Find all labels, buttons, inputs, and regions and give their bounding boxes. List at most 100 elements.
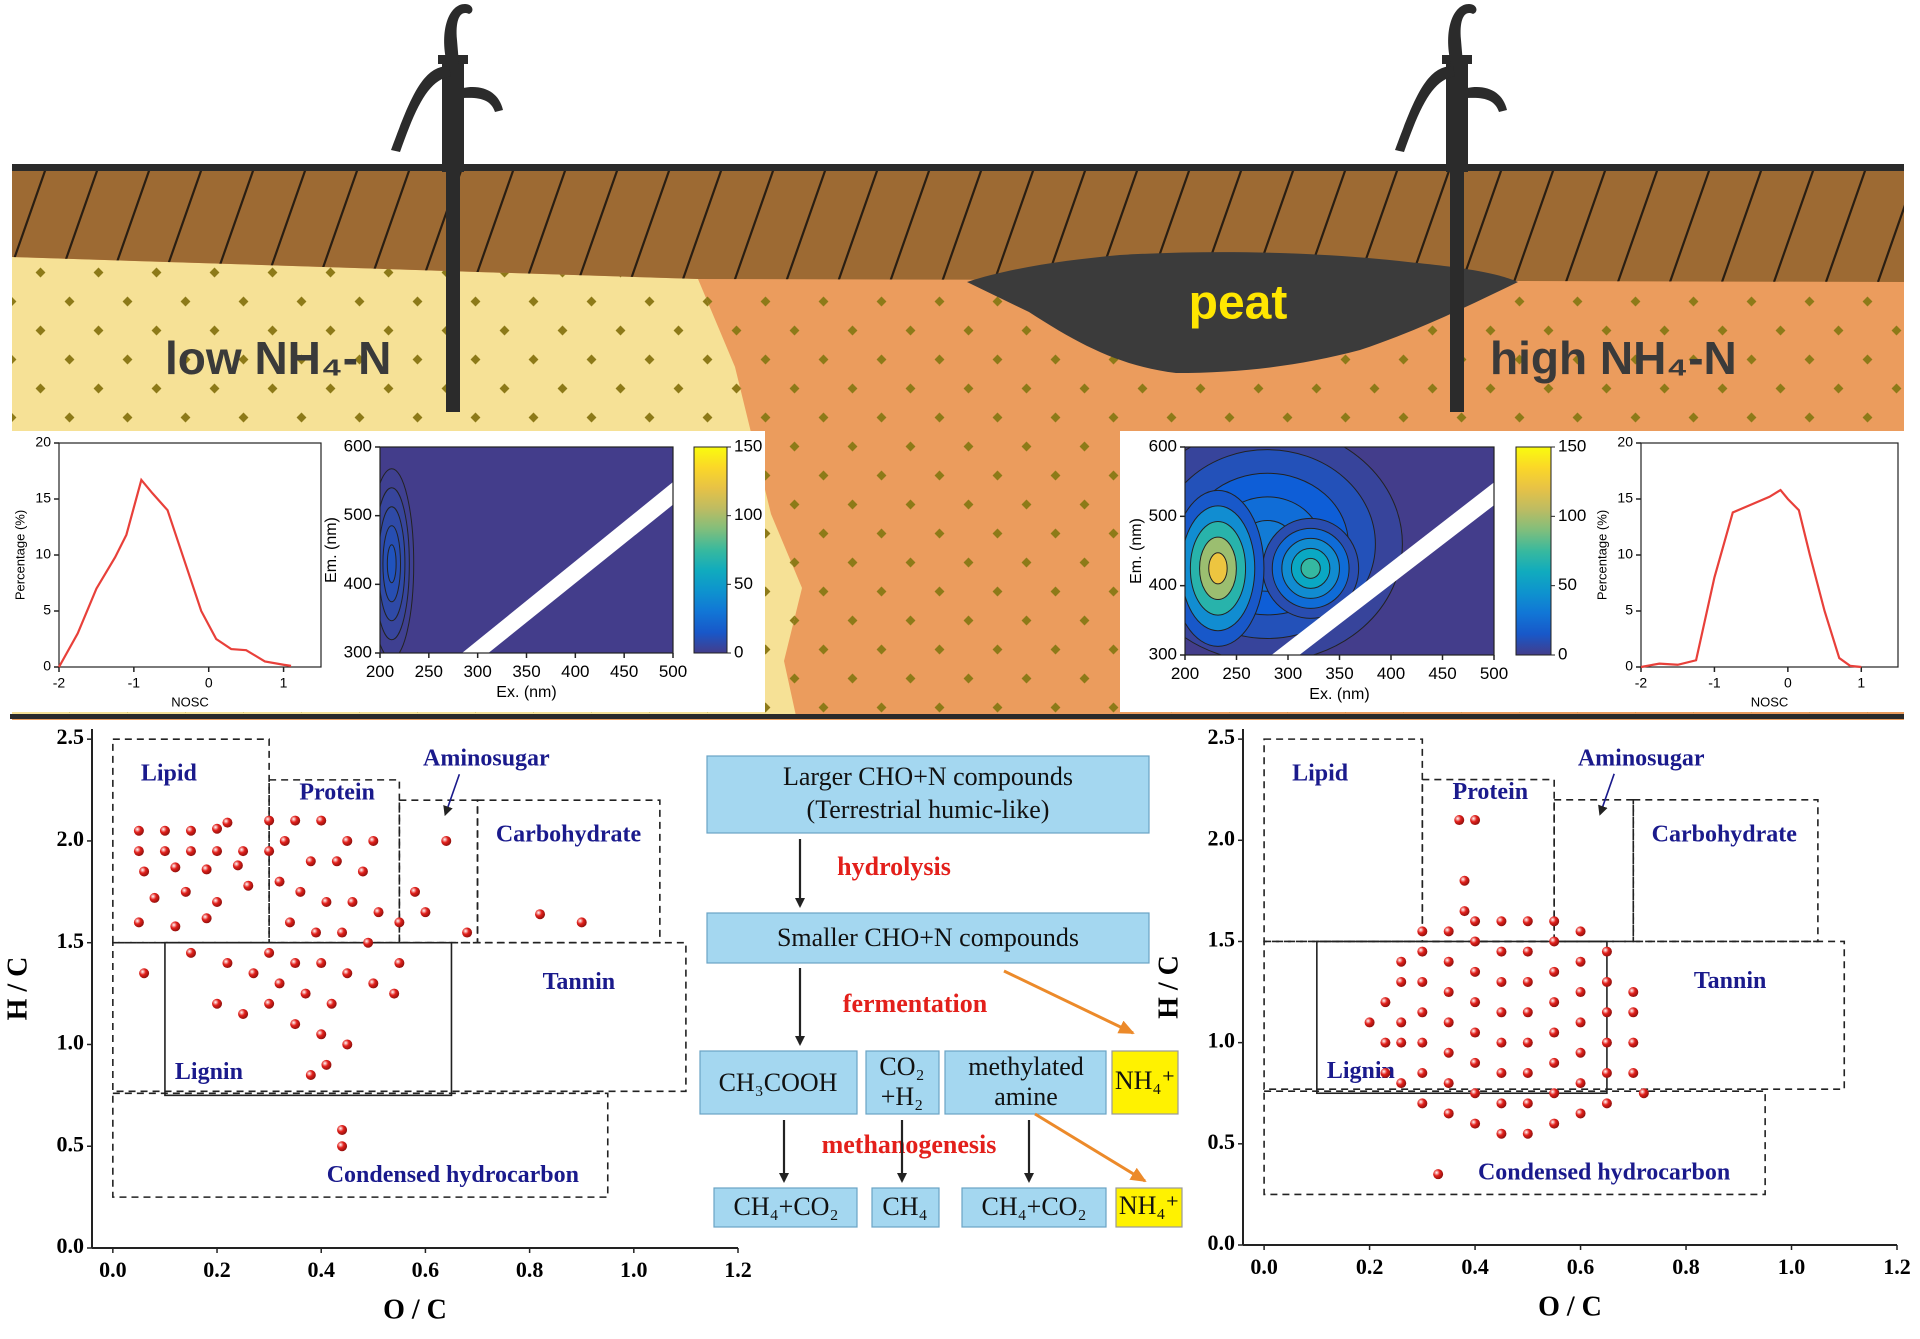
x-tick-label: 0.6 — [1567, 1254, 1595, 1279]
flow-text: CH₄+CO₂ — [733, 1192, 838, 1221]
point — [1575, 1078, 1586, 1089]
y-tick-label: 20 — [35, 434, 51, 450]
process-label: methanogenesis — [822, 1130, 997, 1159]
y-tick-label: 1.0 — [1208, 1028, 1236, 1053]
point — [290, 815, 301, 826]
point — [1496, 1128, 1507, 1139]
point — [1454, 815, 1465, 826]
point — [441, 835, 452, 846]
point — [1575, 956, 1586, 967]
point — [394, 917, 405, 928]
point — [1522, 1068, 1533, 1078]
process-label: fermentation — [843, 989, 988, 1018]
region-box — [1263, 1090, 1766, 1196]
point — [420, 907, 431, 918]
point — [139, 968, 150, 979]
x-tick-label: 1.2 — [1883, 1254, 1911, 1279]
peat-label: peat — [1189, 277, 1288, 330]
region-label: Aminosugar — [423, 746, 550, 772]
point — [1470, 1118, 1481, 1129]
region-label: Condensed hydrocarbon — [1478, 1160, 1730, 1186]
point — [321, 897, 332, 907]
point — [238, 846, 249, 857]
point — [368, 835, 379, 846]
point — [185, 846, 196, 857]
point — [264, 947, 275, 958]
point — [201, 913, 212, 924]
point — [1496, 1098, 1507, 1109]
point — [342, 835, 353, 846]
y-axis-title: H / C — [2, 957, 33, 1021]
point — [300, 988, 311, 999]
point — [170, 862, 181, 873]
point — [1522, 976, 1533, 987]
x-axis-title: O / C — [383, 1294, 447, 1325]
x-tick-label: 0.2 — [1356, 1254, 1384, 1279]
y-tick-label: 2.5 — [1208, 724, 1236, 749]
chart: 0 50 100 150 200 250 300 350 400 450 500 300 400 500 6… — [1128, 436, 1586, 703]
flow-text: +H₂ — [881, 1082, 924, 1111]
x-tick-label: 400 — [1377, 664, 1405, 683]
point — [1575, 987, 1586, 998]
y-tick-label: 500 — [1149, 506, 1177, 525]
y-axis-title: H / C — [1153, 955, 1184, 1019]
point — [1575, 1047, 1586, 1058]
point — [238, 1008, 249, 1019]
point — [357, 866, 368, 877]
point — [1628, 1007, 1639, 1018]
contours — [380, 468, 415, 653]
point — [170, 921, 181, 932]
y-tick-label: 400 — [1149, 575, 1177, 594]
x-tick-label: 0.4 — [307, 1257, 335, 1282]
point — [139, 866, 150, 877]
point — [305, 1070, 316, 1080]
orange-arrows — [1003, 969, 1147, 1183]
point — [347, 897, 358, 907]
y-axis-title: Percentage (%) — [12, 510, 27, 600]
x-tick-label: 0.8 — [1672, 1254, 1700, 1279]
point — [576, 917, 587, 928]
point — [1417, 1068, 1428, 1078]
y-tick-label: 600 — [344, 436, 372, 455]
y-tick-label: 0 — [1625, 658, 1633, 674]
x-tick-label: 0 — [1784, 674, 1792, 690]
point — [201, 864, 212, 875]
flow-box — [944, 1050, 1107, 1115]
y-tick-label: 15 — [35, 490, 51, 506]
point — [389, 988, 400, 999]
point — [1396, 1037, 1407, 1048]
point — [1549, 966, 1560, 977]
contour-level — [1300, 557, 1321, 579]
point — [212, 846, 223, 857]
x-axis-title: NOSC — [171, 694, 209, 709]
point — [535, 909, 546, 920]
point — [1470, 966, 1481, 977]
point — [1496, 946, 1507, 957]
point — [1601, 1068, 1612, 1078]
flow-text: CH₄ — [882, 1192, 927, 1221]
point — [274, 876, 285, 887]
x-tick-label: 0.2 — [203, 1257, 231, 1282]
point — [284, 917, 295, 928]
region-label: Carbohydrate — [1652, 821, 1798, 847]
point — [1628, 987, 1639, 998]
x-tick-label: 200 — [366, 662, 394, 681]
point — [1575, 1108, 1586, 1119]
x-tick-label: 350 — [512, 662, 540, 681]
point — [1443, 956, 1454, 967]
scatter-band — [462, 482, 673, 653]
flow-text: Smaller CHO+N compounds — [777, 923, 1079, 952]
x-tick-label: 400 — [561, 662, 589, 681]
x-axis-title: Ex. (nm) — [496, 684, 556, 701]
region-box — [1421, 778, 1555, 943]
y-axis-title: Em. (nm) — [323, 517, 340, 583]
x-tick-label: 300 — [463, 662, 491, 681]
y-tick-label: 1.5 — [1208, 927, 1236, 952]
point — [1496, 916, 1507, 927]
region-label: Aminosugar — [1578, 745, 1705, 771]
y-tick-label: 2.0 — [57, 826, 85, 851]
region-box — [112, 1092, 609, 1198]
flow-box — [706, 755, 1150, 834]
